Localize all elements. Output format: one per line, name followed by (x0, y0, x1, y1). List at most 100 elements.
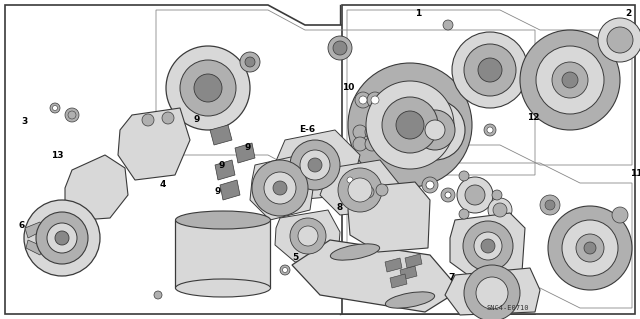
Circle shape (47, 223, 77, 253)
Circle shape (52, 106, 58, 110)
Circle shape (464, 265, 520, 319)
Circle shape (465, 185, 485, 205)
Polygon shape (220, 180, 240, 200)
Circle shape (353, 137, 367, 151)
Polygon shape (405, 254, 422, 268)
Circle shape (545, 200, 555, 210)
Circle shape (142, 114, 154, 126)
Circle shape (441, 188, 455, 202)
Circle shape (445, 192, 451, 198)
Circle shape (290, 218, 326, 254)
Polygon shape (348, 182, 430, 252)
Polygon shape (450, 213, 525, 278)
Circle shape (396, 111, 424, 139)
Text: 9: 9 (215, 188, 221, 197)
Circle shape (376, 184, 388, 196)
Text: 4: 4 (160, 181, 166, 189)
Polygon shape (385, 258, 402, 272)
Circle shape (166, 46, 250, 130)
Circle shape (240, 52, 260, 72)
Circle shape (459, 209, 469, 219)
Polygon shape (270, 130, 360, 200)
Circle shape (273, 181, 287, 195)
Circle shape (328, 36, 352, 60)
Circle shape (476, 277, 508, 309)
Circle shape (362, 186, 374, 198)
Circle shape (382, 97, 438, 153)
Text: 9: 9 (245, 144, 251, 152)
Circle shape (488, 198, 512, 222)
Circle shape (536, 46, 604, 114)
Polygon shape (26, 240, 44, 255)
Polygon shape (292, 240, 460, 312)
Circle shape (180, 60, 236, 116)
Circle shape (481, 239, 495, 253)
Circle shape (457, 177, 493, 213)
Polygon shape (530, 188, 632, 305)
Polygon shape (5, 5, 535, 314)
Circle shape (598, 18, 640, 62)
Circle shape (612, 207, 628, 223)
Ellipse shape (330, 244, 380, 260)
Text: SNC4-E0710: SNC4-E0710 (487, 305, 529, 311)
Polygon shape (445, 268, 540, 315)
Ellipse shape (175, 279, 271, 297)
Polygon shape (183, 50, 248, 110)
Circle shape (154, 291, 162, 299)
Circle shape (365, 137, 379, 151)
Polygon shape (65, 155, 128, 220)
Polygon shape (215, 160, 235, 180)
Text: 12: 12 (527, 114, 540, 122)
Polygon shape (275, 210, 340, 262)
Text: 13: 13 (51, 151, 63, 160)
Circle shape (365, 125, 379, 139)
Polygon shape (320, 160, 400, 215)
Circle shape (464, 44, 516, 96)
Text: 9: 9 (219, 160, 225, 169)
Circle shape (562, 220, 618, 276)
Ellipse shape (175, 211, 271, 229)
Text: 8: 8 (337, 203, 343, 211)
Circle shape (492, 190, 502, 200)
Circle shape (36, 212, 88, 264)
Text: 9: 9 (194, 115, 200, 124)
Circle shape (540, 195, 560, 215)
Circle shape (245, 57, 255, 67)
Circle shape (426, 181, 434, 189)
Circle shape (371, 96, 379, 104)
Circle shape (422, 177, 438, 193)
Circle shape (357, 173, 367, 183)
Circle shape (415, 110, 455, 150)
Ellipse shape (385, 292, 435, 308)
Polygon shape (465, 20, 632, 158)
Circle shape (478, 58, 502, 82)
Circle shape (548, 206, 632, 290)
Circle shape (338, 168, 382, 212)
Text: 5: 5 (292, 253, 298, 262)
Circle shape (584, 242, 596, 254)
Circle shape (280, 265, 290, 275)
Circle shape (359, 96, 367, 104)
Circle shape (24, 200, 100, 276)
Text: 7: 7 (449, 273, 455, 283)
Text: 11: 11 (630, 169, 640, 179)
Circle shape (300, 150, 330, 180)
Circle shape (298, 226, 318, 246)
Bar (342, 5, 635, 314)
Polygon shape (118, 108, 190, 180)
Circle shape (459, 171, 469, 181)
Circle shape (562, 72, 578, 88)
Polygon shape (25, 222, 44, 238)
Circle shape (290, 140, 340, 190)
Circle shape (344, 174, 356, 186)
Circle shape (366, 81, 454, 169)
Circle shape (162, 112, 174, 124)
Circle shape (333, 41, 347, 55)
Circle shape (607, 27, 633, 53)
Text: E-6: E-6 (299, 125, 315, 135)
Polygon shape (390, 274, 407, 288)
Bar (175, 220, 270, 288)
Circle shape (282, 268, 287, 272)
Polygon shape (210, 125, 232, 145)
Circle shape (425, 120, 445, 140)
